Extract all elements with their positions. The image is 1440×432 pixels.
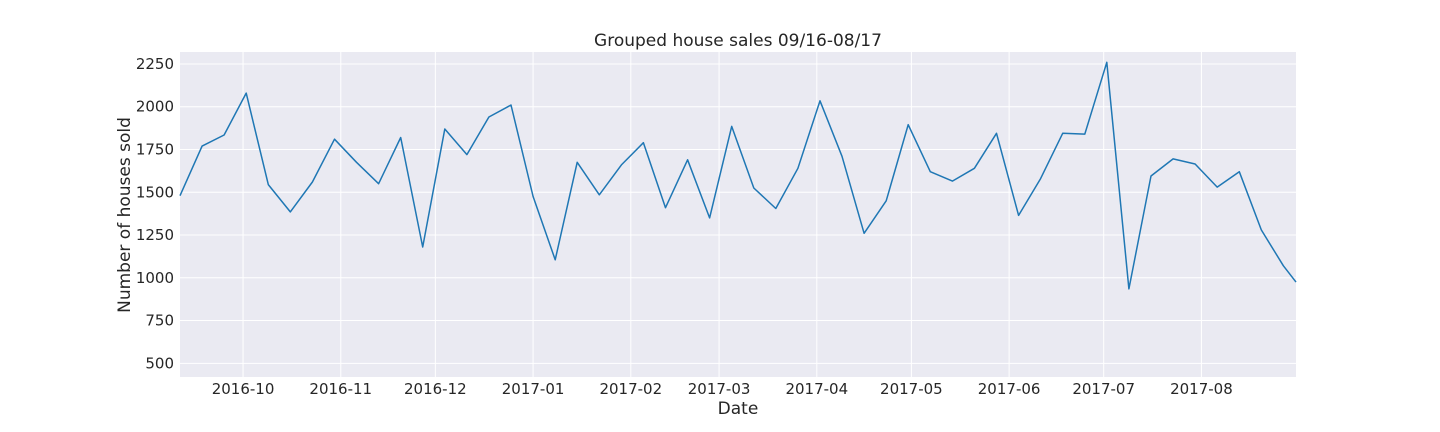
x-axis-label: Date — [718, 399, 759, 419]
x-tick-label: 2016-12 — [404, 380, 467, 398]
y-tick-labels: 500 750 1000 1250 1500 1750 2000 2250 — [136, 55, 174, 372]
x-tick-label: 2017-02 — [599, 380, 662, 398]
x-tick-labels: 2016-10 2016-11 2016-12 2017-01 2017-02 2017-… — [212, 380, 1233, 398]
grid-lines — [180, 52, 1296, 377]
series-lines — [179, 61, 1297, 290]
x-tick-label: 2017-05 — [880, 380, 943, 398]
chart-title: Grouped house sales 09/16-08/17 — [594, 31, 882, 51]
y-tick-label: 1500 — [136, 183, 174, 201]
x-tick-label: 2016-11 — [309, 380, 372, 398]
y-tick-label: 500 — [145, 354, 174, 372]
x-tick-label: 2017-08 — [1170, 380, 1233, 398]
y-tick-label: 2000 — [136, 98, 174, 116]
series-line — [179, 61, 1297, 290]
y-axis-label: Number of houses sold — [115, 117, 135, 313]
y-tick-label: 2250 — [136, 55, 174, 73]
x-tick-label: 2017-01 — [502, 380, 565, 398]
x-tick-label: 2017-06 — [978, 380, 1041, 398]
y-tick-label: 750 — [145, 312, 174, 330]
x-tick-label: 2017-03 — [688, 380, 751, 398]
y-tick-label: 1750 — [136, 141, 174, 159]
x-tick-label: 2016-10 — [212, 380, 275, 398]
y-tick-label: 1000 — [136, 269, 174, 287]
y-tick-label: 1250 — [136, 226, 174, 244]
plot-background — [180, 52, 1296, 377]
x-tick-label: 2017-04 — [785, 380, 848, 398]
x-tick-label: 2017-07 — [1072, 380, 1135, 398]
